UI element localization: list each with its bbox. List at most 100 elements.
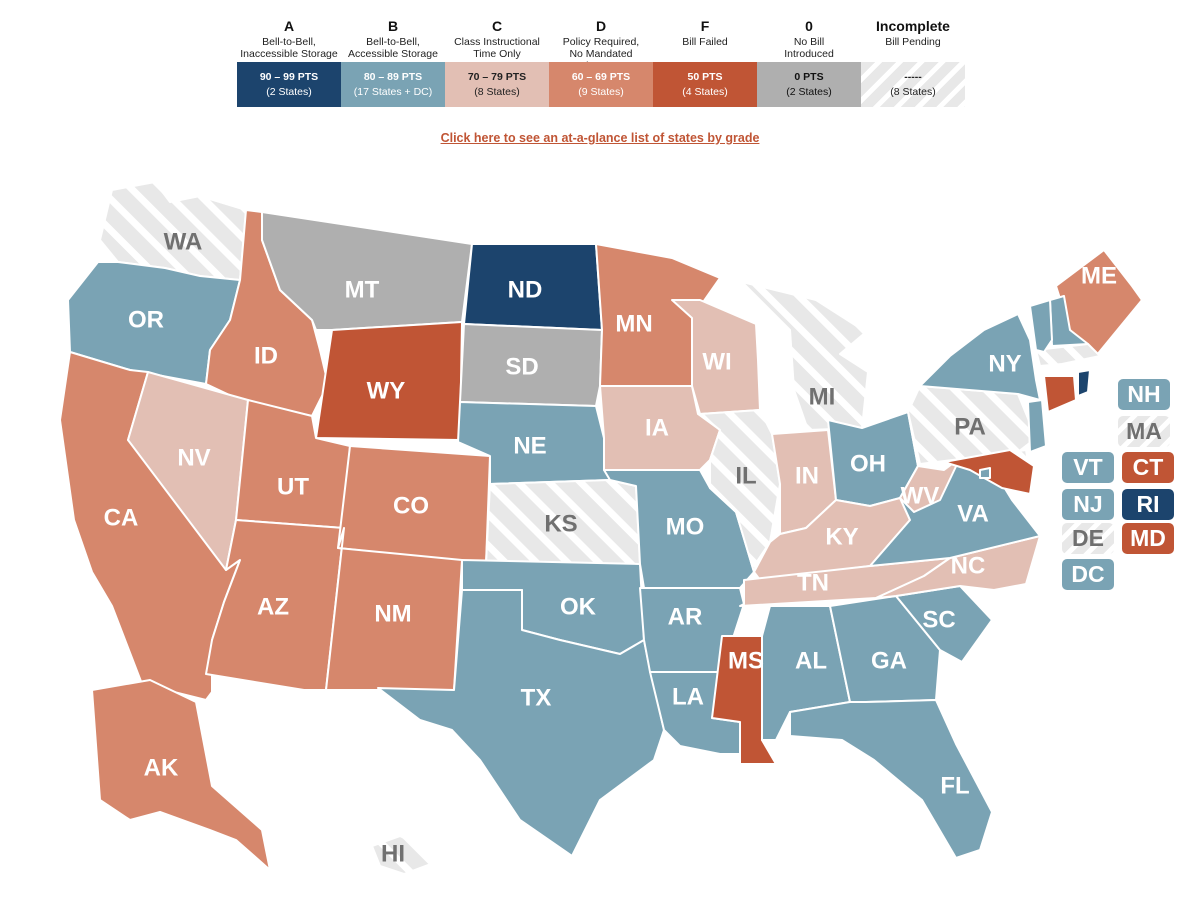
state-label-nv: NV <box>177 445 210 472</box>
state-label-va: VA <box>957 501 989 528</box>
state-label-pa: PA <box>954 414 986 441</box>
legend-item: C Class Instructional Time Only 70 – 79 P… <box>445 18 549 110</box>
legend-points: ----- <box>904 71 922 83</box>
state-ri[interactable] <box>1077 369 1091 397</box>
state-label-al: AL <box>795 648 827 675</box>
state-chip-dc[interactable]: DC <box>1062 559 1114 590</box>
legend-state-count: (2 States) <box>786 86 832 98</box>
state-chip-md[interactable]: MD <box>1122 523 1174 554</box>
legend-item: B Bell-to-Bell, Accessible Storage 80 – 8… <box>341 18 445 110</box>
legend-swatch: 0 PTS (2 States) <box>757 62 861 107</box>
state-ak[interactable] <box>91 679 271 871</box>
state-chip-ri[interactable]: RI <box>1122 489 1174 520</box>
state-label-ia: IA <box>645 415 669 442</box>
state-label-hi: HI <box>381 841 405 868</box>
state-ny[interactable] <box>919 313 1041 401</box>
legend-state-count: (8 States) <box>474 86 520 98</box>
state-label-wa: WA <box>164 229 203 256</box>
state-wv[interactable] <box>899 411 961 513</box>
legend-description: Bill Failed <box>682 36 728 48</box>
state-label-ne: NE <box>513 433 546 460</box>
state-nj[interactable] <box>1027 399 1047 453</box>
legend-description: Bell-to-Bell, Accessible Storage <box>348 36 438 60</box>
state-ma[interactable] <box>1035 343 1101 367</box>
state-chip-vt[interactable]: VT <box>1062 452 1114 483</box>
legend-swatch: ----- (8 States) <box>861 62 965 107</box>
legend-item: F Bill Failed 50 PTS (4 States) <box>653 18 757 110</box>
state-sd[interactable] <box>459 323 603 407</box>
state-label-or: OR <box>128 307 164 334</box>
legend-state-count: (2 States) <box>266 86 312 98</box>
state-ct[interactable] <box>1043 375 1077 413</box>
legend-points: 0 PTS <box>794 71 824 83</box>
state-label-id: ID <box>254 343 278 370</box>
legend-points: 70 – 79 PTS <box>467 71 527 83</box>
state-label-ny: NY <box>988 351 1021 378</box>
legend-grade: Incomplete <box>876 18 950 34</box>
legend-description: Bill Pending <box>885 36 941 48</box>
state-label-ms: MS <box>728 648 764 675</box>
legend-state-count: (17 States + DC) <box>353 86 433 98</box>
state-label-la: LA <box>672 684 704 711</box>
state-label-tx: TX <box>521 685 552 712</box>
legend-item: D Policy Required,No Mandated Elements 6… <box>549 18 653 110</box>
legend-points: 60 – 69 PTS <box>571 71 631 83</box>
state-label-ak: AK <box>144 755 179 782</box>
state-chip-ma[interactable]: MA <box>1118 416 1170 447</box>
legend-swatch: 70 – 79 PTS (8 States) <box>445 62 549 107</box>
state-label-az: AZ <box>257 594 289 621</box>
legend-points: 80 – 89 PTS <box>363 71 423 83</box>
legend-grade: C <box>491 18 503 34</box>
state-chip-nj[interactable]: NJ <box>1062 489 1114 520</box>
state-label-ks: KS <box>544 511 577 538</box>
state-vt[interactable] <box>1029 299 1053 353</box>
state-label-ky: KY <box>825 524 858 551</box>
legend-grade: 0 <box>805 18 813 34</box>
state-label-nm: NM <box>374 601 411 628</box>
grade-legend: A Bell-to-Bell, Inaccessible Storage 90 –… <box>237 18 967 110</box>
state-chip-ct[interactable]: CT <box>1122 452 1174 483</box>
legend-points: 50 PTS <box>687 71 723 83</box>
state-label-mn: MN <box>615 311 652 338</box>
state-chip-de[interactable]: DE <box>1062 523 1114 554</box>
state-label-mt: MT <box>345 277 380 304</box>
state-label-sc: SC <box>922 607 955 634</box>
state-label-mi: MI <box>809 384 836 411</box>
state-label-nc: NC <box>951 553 986 580</box>
state-nc[interactable] <box>875 535 1041 599</box>
state-label-tn: TN <box>797 570 829 597</box>
state-label-co: CO <box>393 493 429 520</box>
state-label-ar: AR <box>668 604 703 631</box>
legend-state-count: (9 States) <box>578 86 624 98</box>
state-label-fl: FL <box>940 773 969 800</box>
state-fl[interactable] <box>789 699 993 859</box>
legend-grade: F <box>700 18 710 34</box>
legend-swatch: 90 – 99 PTS (2 States) <box>237 62 341 107</box>
state-mi[interactable] <box>741 281 869 431</box>
legend-grade: B <box>387 18 399 34</box>
state-label-mo: MO <box>666 514 705 541</box>
state-label-wv: WV <box>901 483 940 510</box>
state-dc[interactable] <box>979 467 991 479</box>
state-tx[interactable] <box>377 589 665 857</box>
state-label-nd: ND <box>508 277 543 304</box>
state-chip-nh[interactable]: NH <box>1118 379 1170 410</box>
grade-list-link[interactable]: Click here to see an at-a-glance list of… <box>440 131 760 145</box>
legend-item: Incomplete Bill Pending ----- (8 States) <box>861 18 965 110</box>
legend-description: Bell-to-Bell, Inaccessible Storage <box>240 36 338 60</box>
legend-points: 90 – 99 PTS <box>259 71 319 83</box>
state-label-ok: OK <box>560 594 597 621</box>
state-label-il: IL <box>735 463 756 490</box>
legend-grade: A <box>283 18 295 34</box>
legend-swatch: 50 PTS (4 States) <box>653 62 757 107</box>
state-label-me: ME <box>1081 263 1117 290</box>
state-label-in: IN <box>795 463 819 490</box>
state-nm[interactable] <box>325 527 463 691</box>
legend-item: A Bell-to-Bell, Inaccessible Storage 90 –… <box>237 18 341 110</box>
legend-swatch: 60 – 69 PTS (9 States) <box>549 62 653 107</box>
legend-description: No Bill Introduced <box>784 36 834 60</box>
state-il[interactable] <box>699 409 781 573</box>
state-label-sd: SD <box>505 354 538 381</box>
state-hi[interactable] <box>371 835 437 875</box>
